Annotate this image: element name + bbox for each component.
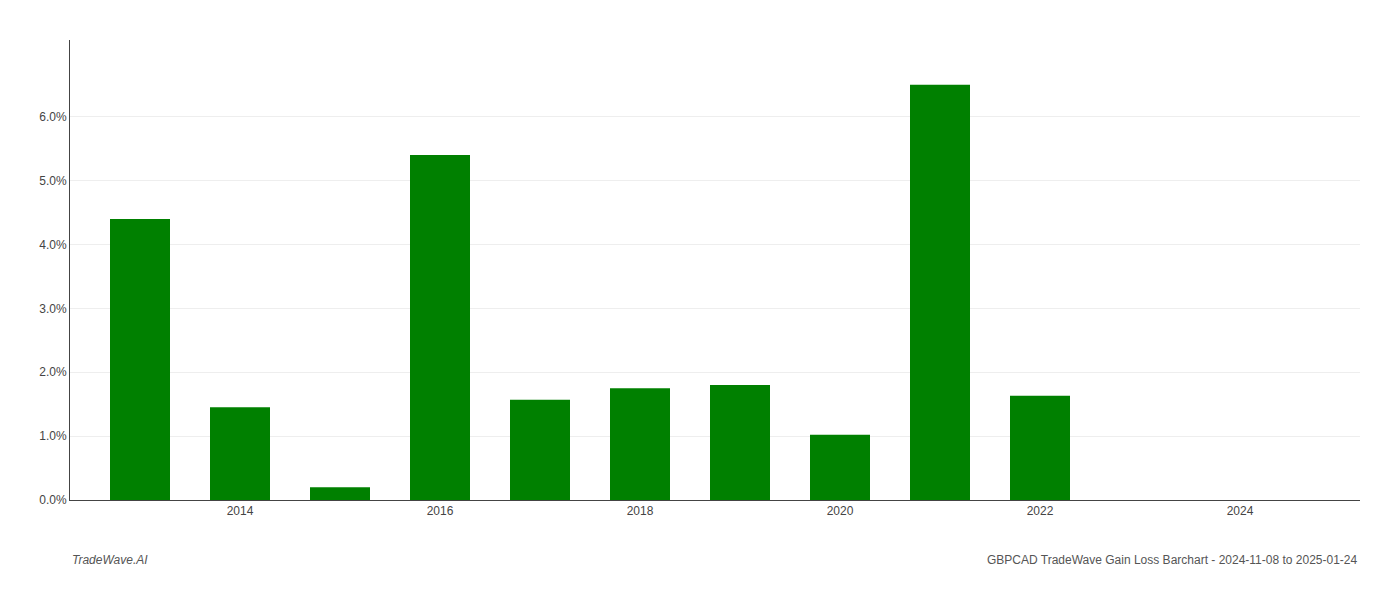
svg-text:0.0%: 0.0%	[39, 493, 67, 507]
svg-text:2020: 2020	[827, 504, 854, 518]
svg-text:GBPCAD TradeWave Gain Loss Bar: GBPCAD TradeWave Gain Loss Barchart - 20…	[987, 553, 1358, 567]
svg-text:2018: 2018	[627, 504, 654, 518]
svg-text:2024: 2024	[1227, 504, 1254, 518]
svg-text:3.0%: 3.0%	[39, 302, 67, 316]
svg-text:2016: 2016	[427, 504, 454, 518]
svg-text:1.0%: 1.0%	[39, 429, 67, 443]
svg-text:4.0%: 4.0%	[39, 238, 67, 252]
svg-text:2022: 2022	[1027, 504, 1054, 518]
svg-text:TradeWave.AI: TradeWave.AI	[72, 553, 148, 567]
svg-text:5.0%: 5.0%	[39, 174, 67, 188]
svg-text:2.0%: 2.0%	[39, 365, 67, 379]
svg-text:2014: 2014	[227, 504, 254, 518]
svg-text:6.0%: 6.0%	[39, 110, 67, 124]
